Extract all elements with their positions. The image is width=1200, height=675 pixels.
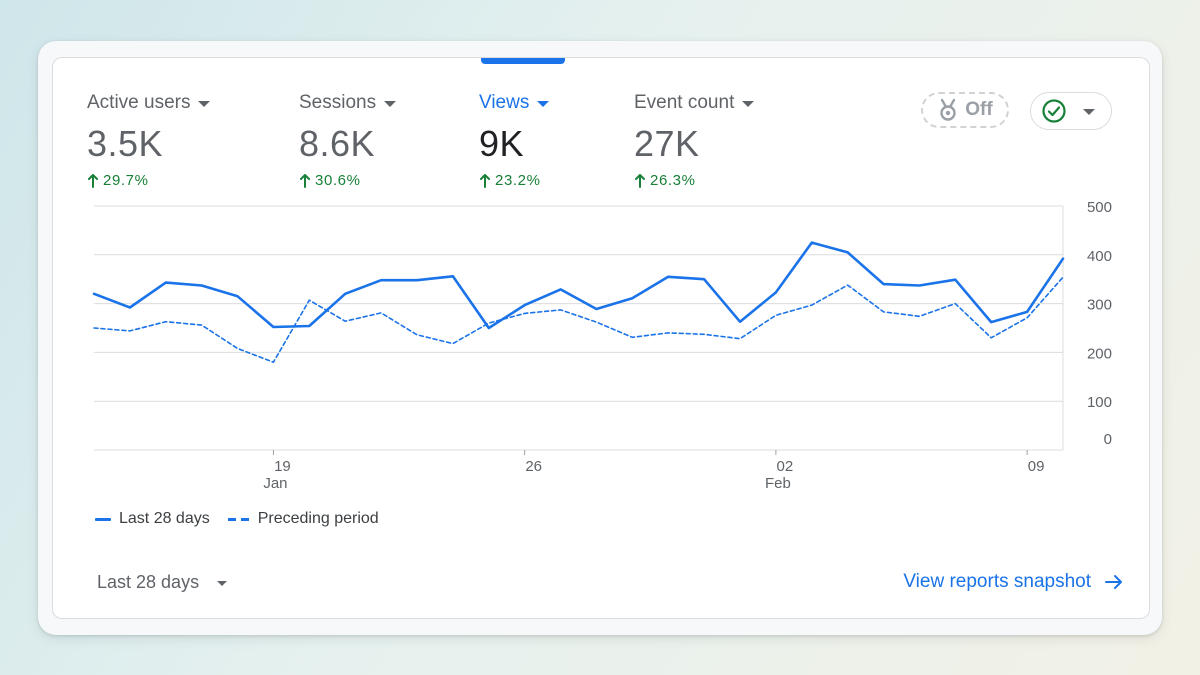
date-range-label: Last 28 days	[97, 571, 200, 592]
metric-change: 29.7%	[87, 172, 210, 189]
metric-value: 3.5K	[87, 123, 164, 164]
caret-down-icon	[217, 580, 228, 586]
data-quality-button[interactable]	[1030, 92, 1112, 130]
date-range-dropdown[interactable]: Last 28 days	[97, 568, 228, 596]
metric-tab-views[interactable]: Views 9K 23.2%	[479, 90, 550, 189]
y-tick-label: 300	[1087, 297, 1112, 314]
caret-down-icon	[198, 101, 211, 107]
caret-down-icon	[742, 101, 755, 107]
snapshot-link-label: View reports snapshot	[903, 571, 1091, 592]
x-tick-month-label: Jan	[263, 475, 287, 492]
legend-dashed-swatch	[227, 517, 250, 521]
metric-value: 9K	[479, 123, 525, 164]
metric-change-value: 23.2%	[495, 172, 541, 189]
legend-label-current: Last 28 days	[119, 510, 210, 527]
caret-down-icon	[1083, 109, 1095, 115]
x-tick-label: 26	[525, 458, 542, 475]
legend-label-previous: Preceding period	[257, 510, 379, 527]
metric-value: 27K	[634, 123, 700, 164]
arrow-up-icon	[88, 173, 98, 188]
arrow-up-icon	[480, 173, 490, 188]
series-line-preceding-period	[93, 276, 1064, 364]
x-tick-month-label: Feb	[765, 475, 791, 492]
metric-tab-sessions[interactable]: Sessions 8.6K 30.6%	[299, 90, 397, 189]
metric-label: Event count	[634, 92, 735, 113]
legend-solid-swatch	[95, 517, 111, 521]
metric-change-value: 26.3%	[650, 172, 696, 189]
check-circle-icon	[1042, 99, 1066, 123]
series-line-last-28-days	[92, 241, 1065, 330]
metric-change: 23.2%	[479, 172, 549, 189]
y-tick-label: 100	[1087, 394, 1112, 411]
metric-label: Sessions	[299, 92, 377, 113]
chart-legend: Last 28 days Preceding period	[95, 510, 385, 528]
y-tick-label: 0	[1104, 431, 1112, 448]
metric-label: Views	[479, 92, 530, 113]
metric-value: 8.6K	[299, 123, 376, 164]
arrow-up-icon	[635, 173, 645, 188]
arrow-right-icon	[1105, 575, 1122, 589]
metric-tab-active-users[interactable]: Active users 3.5K 29.7%	[87, 90, 211, 189]
y-tick-label: 500	[1087, 199, 1112, 216]
x-tick-label: 09	[1028, 458, 1045, 475]
caret-down-icon	[384, 101, 397, 107]
metric-change: 30.6%	[299, 172, 396, 189]
x-tick-label: 02	[777, 458, 794, 475]
report-card: Active users 3.5K 29.7% Sessions 8.6K 30…	[52, 57, 1150, 619]
insights-off-button[interactable]: Off	[921, 92, 1009, 128]
metric-change: 26.3%	[634, 172, 754, 189]
arrow-up-icon	[300, 173, 310, 188]
caret-down-icon	[537, 101, 550, 107]
active-tab-indicator	[481, 58, 565, 64]
metric-change-value: 30.6%	[315, 172, 361, 189]
metric-tab-event-count[interactable]: Event count 27K 26.3%	[634, 90, 755, 189]
metric-change-value: 29.7%	[103, 172, 149, 189]
metric-label: Active users	[87, 92, 191, 113]
y-tick-label: 200	[1087, 345, 1112, 362]
legend-item-previous: Preceding period	[227, 510, 379, 528]
legend-item-current: Last 28 days	[95, 510, 210, 528]
y-tick-label: 400	[1087, 248, 1112, 265]
medal-icon	[940, 98, 956, 121]
insights-off-label: Off	[965, 99, 993, 120]
x-tick-label: 19	[274, 458, 291, 475]
view-reports-snapshot-link[interactable]: View reports snapshot	[903, 568, 1123, 596]
